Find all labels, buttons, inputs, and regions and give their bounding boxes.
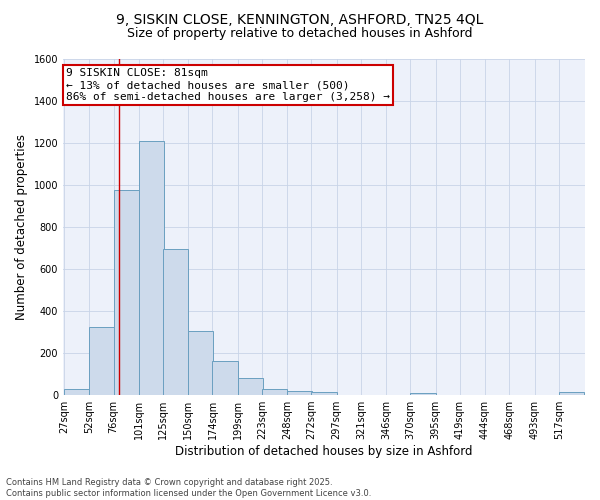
Bar bbox=[139, 141, 164, 395]
Bar bbox=[287, 391, 313, 394]
Bar bbox=[311, 392, 337, 394]
Bar bbox=[188, 330, 214, 394]
Bar bbox=[559, 392, 584, 394]
Text: Contains HM Land Registry data © Crown copyright and database right 2025.
Contai: Contains HM Land Registry data © Crown c… bbox=[6, 478, 371, 498]
Bar bbox=[163, 249, 188, 394]
Bar bbox=[89, 328, 115, 394]
Text: Size of property relative to detached houses in Ashford: Size of property relative to detached ho… bbox=[127, 28, 473, 40]
X-axis label: Distribution of detached houses by size in Ashford: Distribution of detached houses by size … bbox=[175, 444, 473, 458]
Bar bbox=[238, 378, 263, 394]
Bar bbox=[212, 361, 238, 394]
Y-axis label: Number of detached properties: Number of detached properties bbox=[15, 134, 28, 320]
Bar bbox=[262, 388, 287, 394]
Bar bbox=[64, 390, 89, 394]
Text: 9 SISKIN CLOSE: 81sqm
← 13% of detached houses are smaller (500)
86% of semi-det: 9 SISKIN CLOSE: 81sqm ← 13% of detached … bbox=[66, 68, 390, 102]
Bar bbox=[113, 190, 139, 394]
Bar bbox=[410, 393, 436, 394]
Text: 9, SISKIN CLOSE, KENNINGTON, ASHFORD, TN25 4QL: 9, SISKIN CLOSE, KENNINGTON, ASHFORD, TN… bbox=[116, 12, 484, 26]
